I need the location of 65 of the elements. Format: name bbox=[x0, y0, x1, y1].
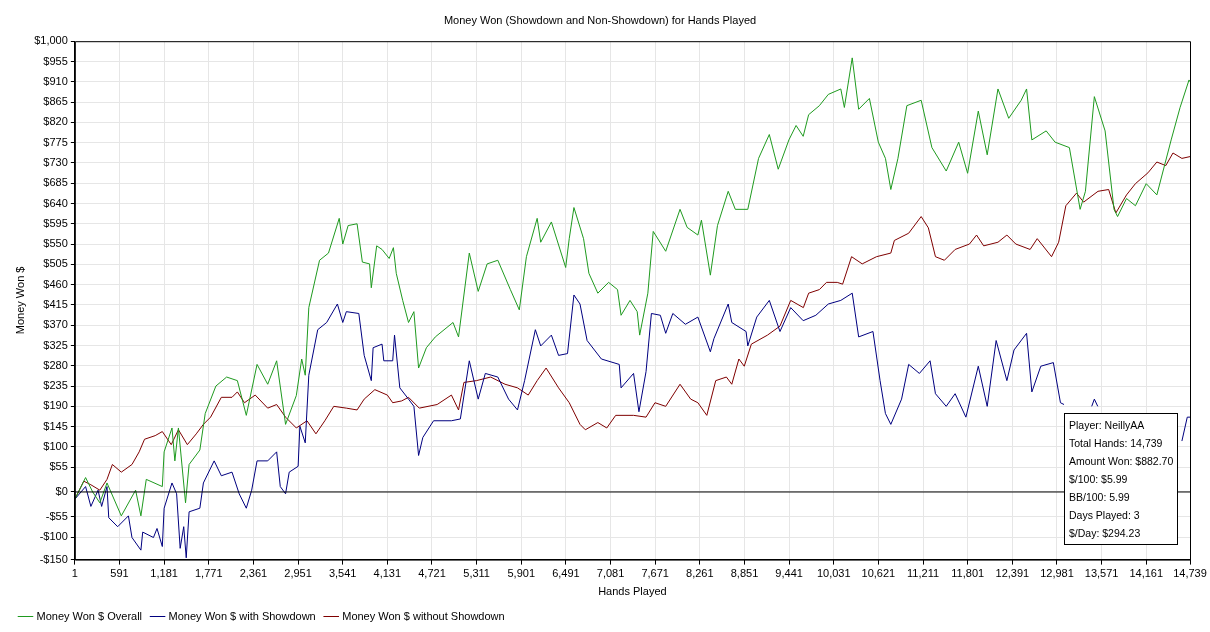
y-tick-label: $910 bbox=[43, 74, 68, 87]
x-tick-label: 4,131 bbox=[373, 567, 402, 580]
annotation: Amount Won: $882.70 bbox=[1069, 454, 1174, 469]
y-tick-label: $415 bbox=[43, 297, 68, 310]
y-tick-label: $55 bbox=[49, 460, 68, 473]
x-tick-label: 3,541 bbox=[328, 567, 357, 580]
x-tick-label: 8,851 bbox=[730, 567, 759, 580]
y-tick-label: -$150 bbox=[39, 552, 68, 565]
y-tick-label: $820 bbox=[43, 115, 68, 128]
x-tick-label: 12,981 bbox=[1040, 567, 1074, 580]
y-tick-label: $775 bbox=[43, 135, 68, 148]
legend-label: Money Won $ with Showdown bbox=[168, 609, 316, 622]
annotation: Days Played: 3 bbox=[1069, 508, 1141, 523]
x-axis-title: Hands Played bbox=[598, 585, 667, 598]
x-tick-label: 10,031 bbox=[816, 567, 851, 580]
x-tick-label: 14,739 bbox=[1173, 567, 1207, 580]
y-tick-label: -$100 bbox=[39, 530, 68, 543]
y-tick-label: $595 bbox=[43, 216, 68, 229]
x-tick-label: 13,571 bbox=[1084, 567, 1119, 580]
y-tick-label: $865 bbox=[43, 95, 68, 108]
legend-label: Money Won $ without Showdown bbox=[342, 609, 505, 622]
annotation: Total Hands: 14,739 bbox=[1069, 436, 1164, 451]
x-tick-label: 10,621 bbox=[861, 567, 896, 580]
annotation: $/100: $5.99 bbox=[1069, 472, 1129, 487]
y-tick-label: $955 bbox=[43, 54, 68, 67]
y-tick-label: $730 bbox=[43, 155, 68, 168]
x-tick-label: 4,721 bbox=[418, 567, 446, 580]
x-tick-label: 8,261 bbox=[686, 567, 714, 580]
y-tick-label: $505 bbox=[43, 257, 68, 270]
y-tick-label: $235 bbox=[43, 379, 68, 392]
x-tick-label: 7,671 bbox=[641, 567, 669, 580]
legend-label: Money Won $ Overall bbox=[36, 609, 143, 622]
x-tick-label: 11,801 bbox=[951, 567, 985, 580]
y-tick-label: $460 bbox=[43, 277, 68, 290]
y-tick-label: $145 bbox=[43, 419, 68, 432]
x-tick-label: 12,391 bbox=[995, 567, 1030, 580]
y-tick-label: $0 bbox=[55, 485, 68, 498]
y-tick-label: $280 bbox=[43, 358, 68, 371]
x-tick-label: 14,161 bbox=[1129, 567, 1164, 580]
x-tick-label: 9,441 bbox=[775, 567, 803, 580]
x-tick-label: 591 bbox=[110, 567, 129, 580]
x-tick-label: 1 bbox=[71, 567, 78, 580]
y-tick-label: $190 bbox=[43, 399, 68, 412]
y-tick-label: $1,000 bbox=[34, 34, 68, 47]
y-tick-label: $640 bbox=[43, 196, 68, 209]
x-tick-label: 5,311 bbox=[463, 567, 490, 580]
x-tick-label: 7,081 bbox=[596, 567, 625, 580]
annotation: Player: NeillyAA bbox=[1069, 418, 1146, 433]
annotation: $/Day: $294.23 bbox=[1069, 526, 1142, 541]
y-tick-label: $325 bbox=[43, 338, 68, 351]
annotation: BB/100: 5.99 bbox=[1069, 490, 1131, 505]
y-tick-label: -$55 bbox=[45, 509, 68, 522]
y-axis-title: Money Won $ bbox=[13, 266, 26, 335]
chart-title: Money Won (Showdown and Non-Showdown) for Hands Played bbox=[443, 13, 757, 26]
x-tick-label: 6,491 bbox=[552, 567, 580, 580]
y-tick-label: $100 bbox=[43, 439, 68, 452]
x-tick-label: 2,951 bbox=[284, 567, 312, 580]
x-tick-label: 2,361 bbox=[239, 567, 268, 580]
x-tick-label: 11,211 bbox=[907, 567, 940, 580]
y-tick-label: $550 bbox=[43, 237, 68, 250]
y-tick-label: $370 bbox=[43, 318, 68, 331]
y-tick-label: $685 bbox=[43, 176, 68, 189]
x-tick-label: 5,901 bbox=[507, 567, 536, 580]
x-tick-label: 1,771 bbox=[195, 567, 223, 580]
x-tick-label: 1,181 bbox=[150, 567, 178, 580]
